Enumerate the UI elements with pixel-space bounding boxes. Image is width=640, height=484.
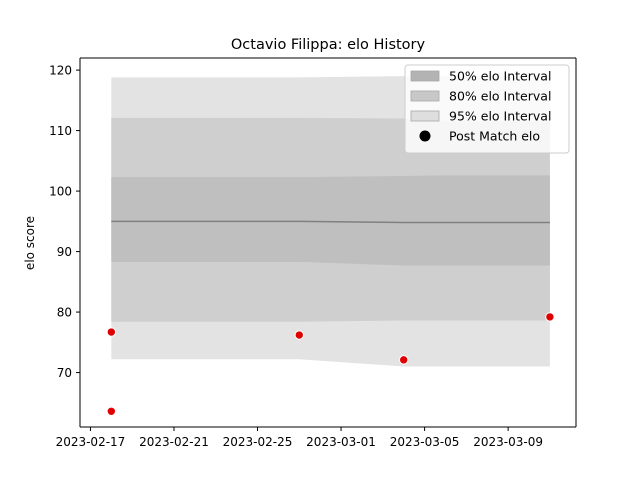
post-match-elo-point: [294, 330, 304, 340]
y-axis-label: elo score: [23, 216, 37, 270]
legend-swatch: [410, 70, 440, 82]
x-tick-label: 2023-02-21: [139, 435, 209, 449]
y-tick-label: 110: [49, 124, 72, 138]
y-tick-label: 120: [49, 64, 72, 78]
mean-elo-line: [111, 220, 550, 224]
x-tick-label: 2023-03-01: [306, 435, 376, 449]
legend-label: 50% elo Interval: [449, 69, 551, 84]
legend-marker: [419, 130, 431, 142]
x-tick-label: 2023-02-25: [223, 435, 293, 449]
legend-label: 95% elo Interval: [449, 109, 551, 124]
post-match-elo-point: [106, 406, 117, 416]
interval-band-50: [111, 175, 550, 266]
y-tick-label: 80: [57, 306, 72, 320]
chart-title: Octavio Filippa: elo History: [231, 37, 426, 53]
legend-swatch: [410, 90, 440, 102]
legend-label: 80% elo Interval: [449, 89, 551, 104]
y-tick-label: 90: [57, 245, 72, 259]
x-tick-label: 2023-03-09: [473, 435, 543, 449]
y-tick-label: 100: [49, 185, 72, 199]
post-match-elo-point: [545, 312, 555, 322]
post-match-elo-point: [106, 327, 117, 337]
legend-label: Post Match elo: [449, 129, 540, 144]
post-match-elo-point: [399, 355, 409, 365]
x-tick-label: 2023-03-05: [390, 435, 460, 449]
legend-swatch: [410, 110, 440, 122]
legend-box: [404, 64, 570, 154]
y-tick-label: 70: [57, 366, 72, 380]
x-tick-label: 2023-02-17: [56, 435, 126, 449]
plot-area: 70 80 90 100 110 120 2023-02-17 2023-02-21 2023-…: [49, 57, 577, 449]
